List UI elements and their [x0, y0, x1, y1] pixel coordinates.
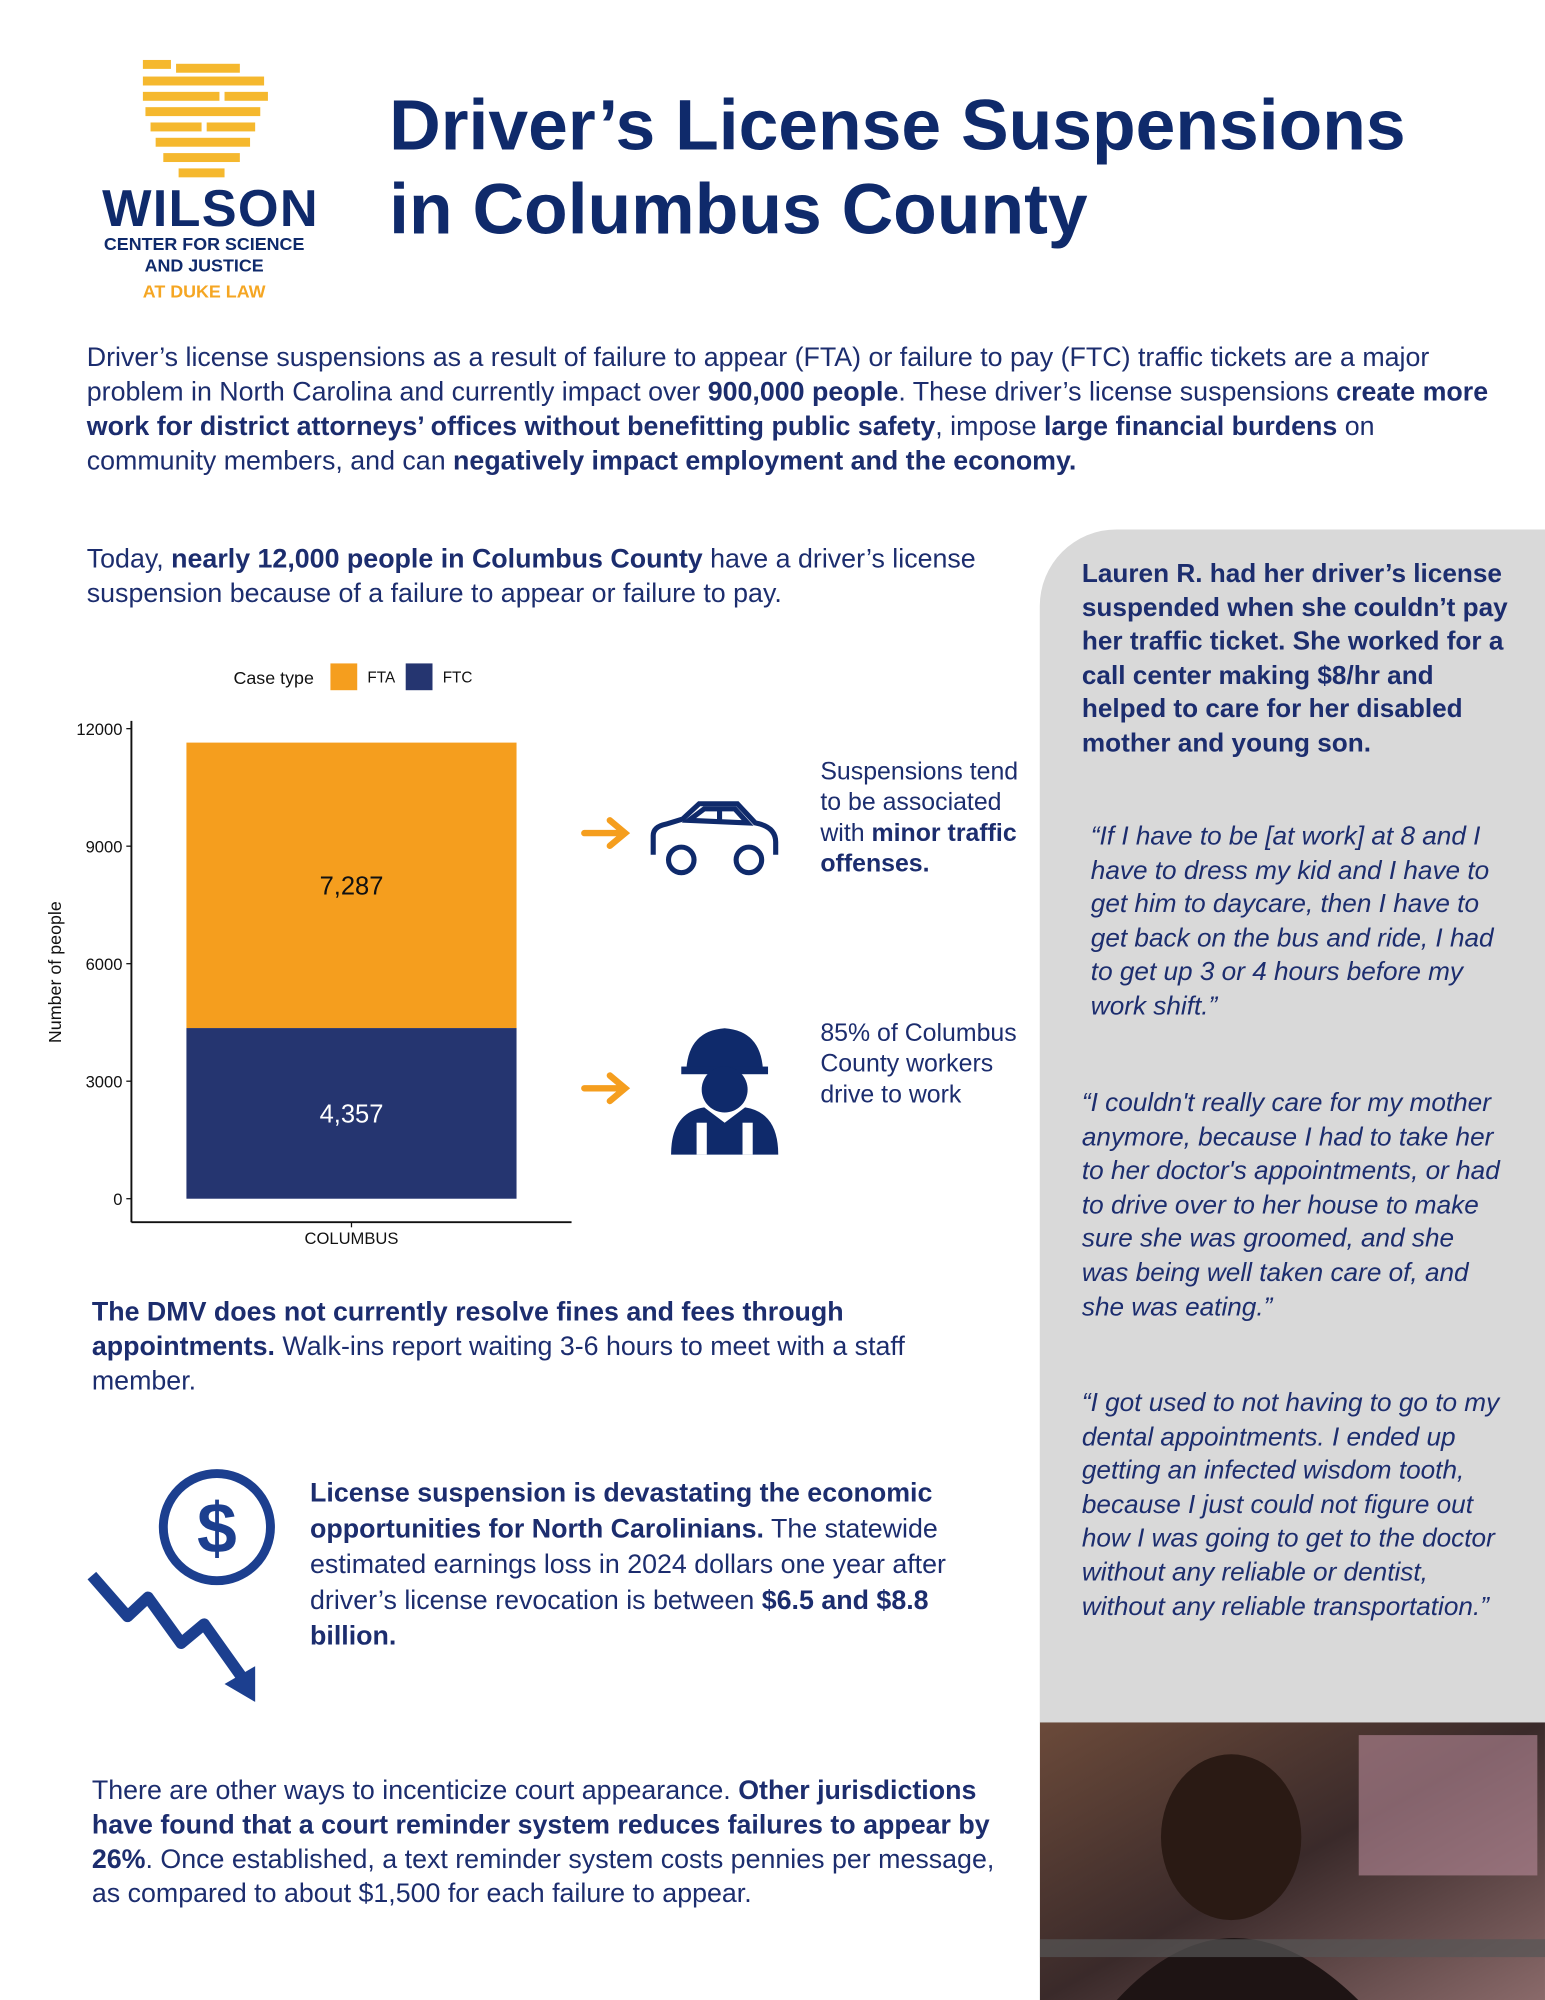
- logo-text: AND JUSTICE: [144, 255, 264, 276]
- text: Today,: [86, 544, 172, 575]
- svg-text:$: $: [197, 1489, 237, 1569]
- value-label: 7,287: [320, 872, 384, 900]
- text: 85% of Columbus County workers drive to …: [820, 1019, 1017, 1109]
- legend-label: FTA: [367, 670, 396, 687]
- quote: “If I have to be [at work] at 8 and I ha…: [1090, 821, 1494, 1021]
- arrow-icon: [581, 817, 631, 1105]
- paragraph: Today, nearly 12,000 people in Columbus …: [87, 542, 993, 611]
- worker-icon: [671, 1028, 779, 1155]
- bold-text: License suspension is devastating the ec…: [310, 1478, 933, 1544]
- y-tick-label: 6000: [86, 955, 123, 974]
- text: Suspensions tend to be associated with: [820, 757, 1019, 848]
- text: , impose: [935, 412, 1044, 442]
- dollar-icon: $: [87, 1469, 275, 1702]
- bold-text: Other jurisdictions have found that a co…: [91, 1775, 990, 1875]
- car-icon: [650, 801, 779, 876]
- x-tick-label: COLUMBUS: [304, 1229, 398, 1248]
- bold-text: negatively impact employment and the eco…: [453, 446, 1077, 476]
- bold-text: create more work for district attorneys’…: [86, 377, 1489, 442]
- bold-text: $6.5 and $8.8 billion.: [310, 1585, 929, 1651]
- text: have a driver’s license suspension becau…: [86, 544, 976, 609]
- logo-text: AT DUKE LAW: [142, 280, 266, 302]
- text: There are other ways to incenticize cour…: [91, 1775, 739, 1806]
- paragraph: The DMV does not currently resolve fines…: [92, 1295, 960, 1398]
- story-panel: [1039, 529, 1545, 2000]
- text: Driver’s license suspensions as a result…: [86, 343, 1430, 407]
- logo-name: WILSON: [102, 178, 319, 238]
- callout: Suspensions tend to be associated with m…: [820, 757, 1024, 879]
- y-axis-label: Number of people: [45, 901, 65, 1043]
- text: . These driver’s license suspensions: [898, 377, 1337, 407]
- bar-segment: [186, 1028, 517, 1199]
- bold-text: 900,000 people: [707, 377, 899, 407]
- bold-text: large financial burdens: [1043, 412, 1338, 442]
- quote: “I couldn't really care for my mother an…: [1081, 1088, 1500, 1322]
- bold-text: The DMV does not currently resolve fines…: [91, 1297, 844, 1362]
- y-tick-label: 9000: [86, 838, 123, 857]
- text: Walk-ins report waiting 3-6 hours to mee…: [91, 1331, 905, 1396]
- y-tick-label: 3000: [86, 1073, 123, 1092]
- paragraph: License suspension is devastating the ec…: [310, 1476, 961, 1655]
- logo-text: CENTER FOR SCIENCE: [103, 233, 305, 254]
- bar-segment: [186, 742, 517, 1029]
- logo-mark: [142, 59, 268, 178]
- legend-label: FTC: [443, 670, 473, 687]
- text: . Once established, a text reminder syst…: [91, 1844, 995, 1909]
- intro: Driver’s license suspensions as a result…: [87, 341, 1490, 479]
- text: The statewide estimated earnings loss in…: [310, 1514, 946, 1616]
- text: on community members, and can: [86, 412, 1375, 476]
- legend-title: Case type: [233, 668, 313, 688]
- title: Driver’s License Suspensions: [389, 84, 1406, 165]
- photo: [1039, 1722, 1545, 2000]
- legend-swatch: [330, 663, 358, 691]
- bold-text: minor traffic offenses.: [820, 819, 1017, 878]
- quote: “I got used to not having to go to my de…: [1081, 1388, 1500, 1621]
- bold-text: nearly 12,000 people in Columbus County: [171, 544, 703, 575]
- y-tick-label: 0: [113, 1190, 122, 1209]
- paragraph: There are other ways to incenticize cour…: [92, 1773, 1023, 1911]
- legend-swatch: [405, 663, 433, 691]
- y-tick-label: 12000: [76, 720, 122, 739]
- story-intro: Lauren R. had her driver’s license suspe…: [1081, 558, 1508, 758]
- title: in Columbus County: [389, 168, 1088, 249]
- value-label: 4,357: [320, 1100, 384, 1128]
- callout: 85% of Columbus County workers drive to …: [820, 1018, 1024, 1110]
